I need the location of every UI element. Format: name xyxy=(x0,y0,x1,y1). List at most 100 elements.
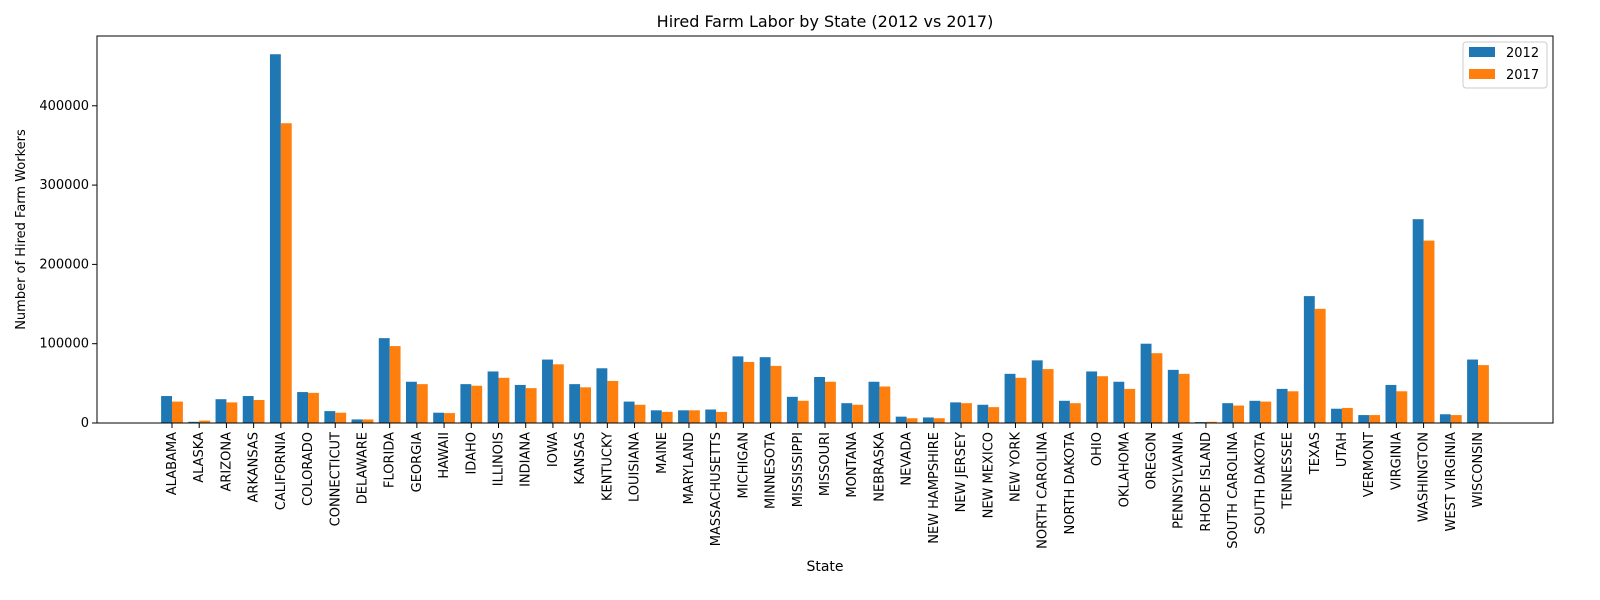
bar-2012-oregon xyxy=(1140,343,1152,423)
bar-2012-louisiana xyxy=(623,401,635,423)
bar-2017-nevada xyxy=(906,418,918,423)
bar-2017-louisiana xyxy=(634,404,646,423)
bar-2012-north-carolina xyxy=(1031,360,1043,423)
y-tick-label: 400000 xyxy=(39,99,89,114)
x-tick-label: MISSISSIPPI xyxy=(791,432,806,507)
bar-2017-new-york xyxy=(1015,377,1027,423)
bar-2017-north-dakota xyxy=(1069,403,1081,423)
bar-2017-maine xyxy=(661,411,673,423)
bar-2017-washington xyxy=(1423,240,1435,423)
x-tick-label: CALIFORNIA xyxy=(274,432,289,510)
bar-2012-new-jersey xyxy=(950,402,962,423)
x-tick-label: WASHINGTON xyxy=(1417,432,1432,522)
bar-2012-nebraska xyxy=(868,381,880,423)
bar-2012-idaho xyxy=(460,384,472,423)
x-tick-label: FLORIDA xyxy=(383,432,398,488)
bar-2017-new-hampshire xyxy=(933,418,945,423)
bar-2017-illinois xyxy=(498,377,510,423)
bar-2012-alabama xyxy=(161,396,172,423)
x-tick-label: MAINE xyxy=(655,432,670,474)
x-tick-label: VIRGINIA xyxy=(1389,432,1404,490)
x-tick-label: IOWA xyxy=(546,432,561,467)
x-tick-label: ALASKA xyxy=(192,432,207,483)
bar-2017-south-dakota xyxy=(1260,401,1272,423)
legend-label-2017: 2017 xyxy=(1506,68,1539,83)
bar-2012-wisconsin xyxy=(1467,359,1478,423)
bar-2012-alaska xyxy=(188,421,200,423)
x-tick-label: SOUTH CAROLINA xyxy=(1226,432,1241,549)
bar-2012-maine xyxy=(650,410,662,423)
x-tick-label: LOUISIANA xyxy=(628,432,643,502)
bar-2017-north-carolina xyxy=(1042,369,1054,423)
bar-2017-south-carolina xyxy=(1233,405,1245,423)
x-tick-label: MISSOURI xyxy=(818,432,833,496)
bar-2017-delaware xyxy=(362,419,374,423)
bar-2012-indiana xyxy=(514,384,526,423)
bar-2012-hawaii xyxy=(433,412,445,423)
x-tick-label: RHODE ISLAND xyxy=(1199,432,1214,532)
bar-2012-maryland xyxy=(678,410,689,423)
bar-2012-massachusetts xyxy=(705,409,717,423)
x-tick-label: KANSAS xyxy=(573,432,588,485)
bar-2012-illinois xyxy=(487,371,499,423)
x-tick-label: MONTANA xyxy=(845,432,860,498)
bar-2012-new-mexico xyxy=(977,404,989,423)
bar-2017-arizona xyxy=(226,402,238,423)
bar-2012-florida xyxy=(378,338,390,423)
bar-2017-oregon xyxy=(1151,353,1163,423)
bar-2012-tennessee xyxy=(1276,388,1288,423)
x-tick-label: NORTH DAKOTA xyxy=(1063,432,1078,535)
bar-2012-west-virginia xyxy=(1439,414,1451,423)
bar-2017-michigan xyxy=(743,361,755,423)
x-tick-label: IDAHO xyxy=(464,432,479,475)
plot-frame xyxy=(96,35,1554,424)
bar-2012-minnesota xyxy=(759,357,771,423)
bar-2017-colorado xyxy=(308,392,319,423)
bar-2012-delaware xyxy=(351,419,363,423)
x-tick-label: KENTUCKY xyxy=(600,432,615,501)
bar-2012-arizona xyxy=(215,399,227,423)
bar-2017-florida xyxy=(389,346,401,423)
y-tick-label: 300000 xyxy=(39,178,89,193)
x-tick-label: NEW YORK xyxy=(1008,432,1023,502)
bar-2017-minnesota xyxy=(770,365,782,423)
bar-2017-montana xyxy=(852,404,864,423)
y-tick-label: 100000 xyxy=(39,337,89,352)
x-tick-label: CONNECTICUT xyxy=(328,432,343,526)
x-tick-label: ILLINOIS xyxy=(492,432,507,486)
bar-2017-wisconsin xyxy=(1478,365,1489,423)
x-tick-label: SOUTH DAKOTA xyxy=(1253,432,1268,535)
chart-title: Hired Farm Labor by State (2012 vs 2017) xyxy=(657,12,994,31)
bar-2012-washington xyxy=(1412,219,1424,423)
y-tick-label: 0 xyxy=(81,416,89,431)
bar-2012-iowa xyxy=(542,359,553,423)
bar-2012-pennsylvania xyxy=(1167,369,1179,423)
bar-2017-vermont xyxy=(1369,415,1381,423)
bar-2012-texas xyxy=(1303,296,1315,423)
bar-2017-new-jersey xyxy=(961,403,972,423)
x-tick-label: NORTH CAROLINA xyxy=(1036,432,1051,549)
bar-2012-kansas xyxy=(569,384,581,423)
x-tick-label: WEST VIRGINIA xyxy=(1444,432,1459,532)
bar-2012-nevada xyxy=(895,416,907,423)
bar-2017-texas xyxy=(1314,308,1326,423)
legend-label-2012: 2012 xyxy=(1506,46,1539,61)
x-tick-label: DELAWARE xyxy=(355,432,370,504)
bar-2012-ohio xyxy=(1086,371,1098,423)
bar-2012-missouri xyxy=(814,377,825,423)
bar-2017-tennessee xyxy=(1287,391,1299,423)
x-tick-label: NEW JERSEY xyxy=(954,432,969,512)
bar-2017-new-mexico xyxy=(988,407,1000,423)
x-tick-label: COLORADO xyxy=(301,432,316,506)
bar-2017-maryland xyxy=(688,410,700,423)
bar-2017-idaho xyxy=(471,385,483,423)
x-tick-label: OHIO xyxy=(1090,432,1105,466)
x-tick-label: OKLAHOMA xyxy=(1117,432,1132,507)
x-tick-label: MARYLAND xyxy=(682,432,697,504)
bar-2017-virginia xyxy=(1396,391,1408,423)
bar-2012-mississippi xyxy=(786,396,798,423)
bar-2012-vermont xyxy=(1358,415,1370,423)
bar-2012-new-hampshire xyxy=(922,417,934,423)
